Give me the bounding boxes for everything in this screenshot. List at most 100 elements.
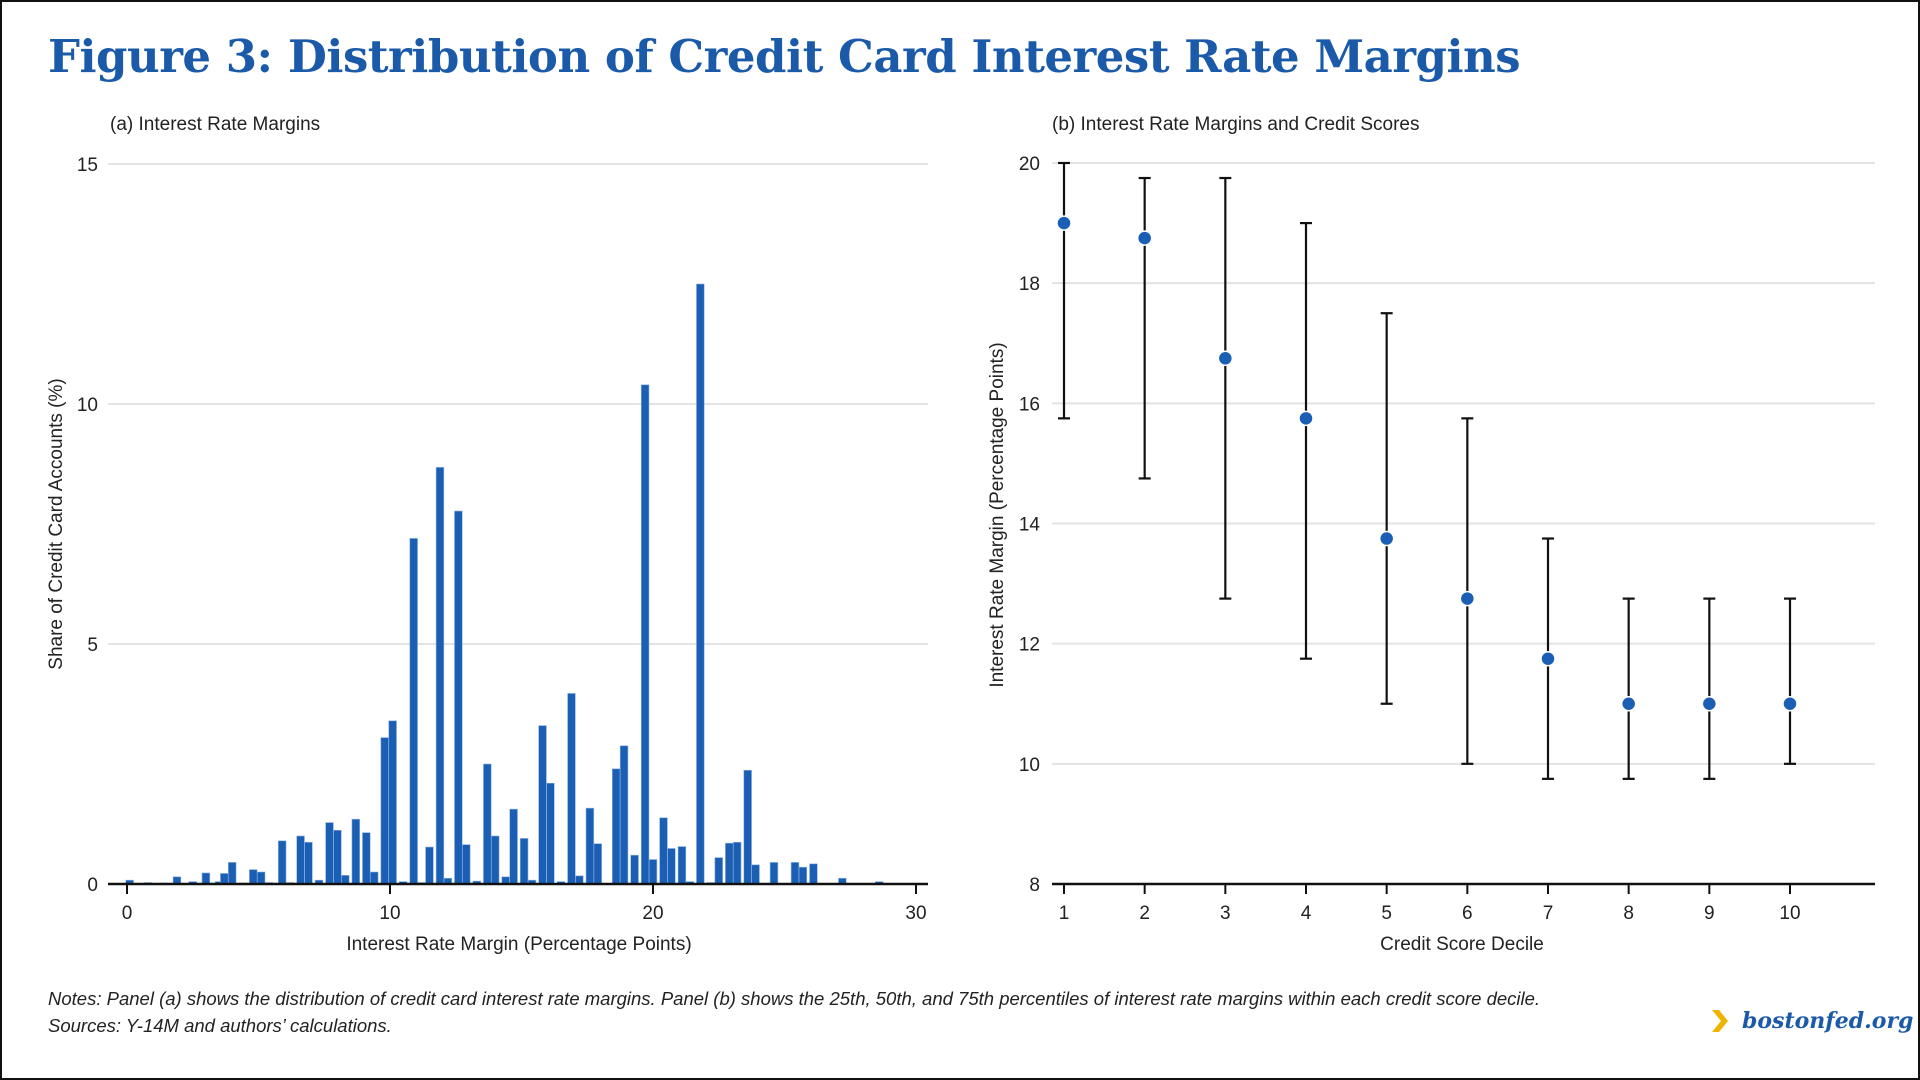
histogram-bar: [619, 745, 629, 885]
panel-a-x-tick-label: 20: [642, 903, 663, 924]
panel-b-x-tick-label: 8: [1623, 903, 1634, 924]
panel-b-x-tick-label: 3: [1220, 903, 1231, 924]
histogram-bar: [732, 841, 742, 885]
panel-a-title: (a) Interest Rate Margins: [110, 114, 321, 135]
panel-b-x-tick-label: 6: [1462, 903, 1473, 924]
histogram-bar: [325, 822, 334, 885]
histogram-bar: [659, 817, 668, 885]
panel-b-x-tick-label: 9: [1704, 903, 1715, 924]
histogram-bar: [519, 838, 529, 885]
histogram-bar: [333, 829, 342, 885]
histogram-bar: [462, 844, 471, 885]
panel-b-y-tick-label: 20: [1019, 154, 1040, 175]
histogram-bar: [409, 538, 418, 885]
sources-text: Sources: Y-14M and authors’ calculations…: [48, 1015, 392, 1036]
panel-b-title: (b) Interest Rate Margins and Credit Sco…: [1052, 114, 1420, 135]
median-point: [1620, 696, 1637, 712]
histogram-bar: [256, 871, 266, 885]
histogram-bar: [509, 808, 518, 885]
histogram-bar: [201, 872, 211, 885]
histogram-bar: [677, 846, 687, 885]
panel-b-y-axis-title: Interest Rate Margin (Percentage Points): [987, 342, 1008, 687]
histogram-bar: [388, 720, 397, 885]
histogram-bar: [567, 693, 576, 885]
histogram-bar: [667, 848, 676, 885]
panel-b-marks: [1056, 161, 1798, 780]
histogram-bar: [228, 862, 237, 885]
panel-b-y-tick-label: 18: [1019, 274, 1040, 295]
median-point: [1459, 590, 1476, 607]
figure-notes: Notes: Panel (a) shows the distribution …: [48, 985, 1540, 1039]
median-point: [1298, 410, 1314, 427]
panel-a-y-axis-title: Share of Credit Card Accounts (%): [46, 378, 67, 669]
panel-b-y-tick-label: 16: [1019, 394, 1040, 415]
panel-b-y-tick-label: 8: [1029, 875, 1040, 896]
chevron-right-icon: [1712, 1010, 1728, 1032]
panel-a-y-tick-label: 0: [87, 875, 98, 896]
panel-a-x-axis-title: Interest Rate Margin (Percentage Points): [346, 934, 691, 955]
panel-b-x-tick-label: 5: [1381, 903, 1392, 924]
histogram-bar: [612, 768, 621, 885]
histogram-bar: [593, 843, 602, 885]
median-point: [1701, 696, 1718, 712]
histogram-bar: [790, 862, 800, 885]
panel-b-x-axis-title: Credit Score Decile: [1380, 934, 1544, 955]
histogram-bar: [630, 854, 639, 885]
panel-a-x-tick-label: 0: [122, 903, 133, 924]
histogram-bar: [483, 763, 492, 885]
histogram-bar: [546, 782, 555, 885]
histogram-bar: [725, 842, 734, 885]
histogram-bar: [751, 864, 760, 885]
notes-text: Notes: Panel (a) shows the distribution …: [48, 988, 1541, 1009]
panel-b-y-tick-label: 10: [1019, 755, 1040, 776]
panel-a-histogram: 0 5 10 15 0 10 20 30 Interest Rate Margin (Perc…: [46, 155, 928, 955]
panel-a-y-tick-label: 5: [87, 635, 98, 656]
histogram-bar: [769, 862, 779, 885]
histogram-bar: [585, 807, 595, 885]
histogram-bar: [435, 467, 445, 885]
histogram-bar: [491, 835, 500, 885]
panel-a-gridlines: [108, 163, 928, 645]
histogram-bar: [640, 384, 650, 885]
panel-a-x-tick-label: 10: [379, 903, 400, 924]
panel-b-x-tick-label: 7: [1543, 903, 1554, 924]
histogram-bar: [220, 873, 229, 885]
histogram-bar: [370, 871, 379, 885]
histogram-bar: [809, 863, 818, 885]
histogram-bar: [538, 725, 547, 885]
panel-a-x-tick-label: 30: [905, 903, 926, 924]
histogram-bar: [277, 840, 287, 885]
histogram-bar: [380, 737, 389, 885]
histogram-bar: [743, 769, 752, 885]
histogram-bar: [249, 869, 258, 885]
figure-title: Figure 3: Distribution of Credit Card In…: [48, 30, 1521, 83]
histogram-bar: [714, 857, 723, 885]
median-point: [1136, 230, 1153, 246]
bostonfed-logo[interactable]: bostonfed.org: [1712, 1008, 1913, 1034]
panel-b-x-tick-label: 2: [1139, 903, 1150, 924]
panel-b-x-tick-label: 10: [1779, 903, 1800, 924]
panel-a-axes: 0 5 10 15 0 10 20 30: [77, 155, 928, 924]
histogram-bar: [304, 841, 313, 885]
panel-b-gridlines: [1052, 162, 1875, 765]
histogram-bar: [454, 510, 463, 885]
histogram-bar: [696, 283, 705, 885]
median-point: [1378, 530, 1395, 547]
panel-a-bars: [125, 283, 884, 885]
logo-text: bostonfed.org: [1742, 1008, 1914, 1034]
histogram-bar: [648, 859, 658, 885]
panel-b-y-tick-label: 12: [1019, 635, 1040, 656]
histogram-bar: [362, 832, 371, 885]
median-point: [1782, 696, 1798, 712]
median-point: [1540, 650, 1556, 667]
histogram-bar: [341, 875, 350, 885]
histogram-bar: [296, 835, 305, 885]
histogram-bar: [351, 818, 360, 885]
histogram-bar: [798, 866, 808, 885]
median-point: [1217, 350, 1234, 367]
histogram-bar: [425, 846, 434, 885]
